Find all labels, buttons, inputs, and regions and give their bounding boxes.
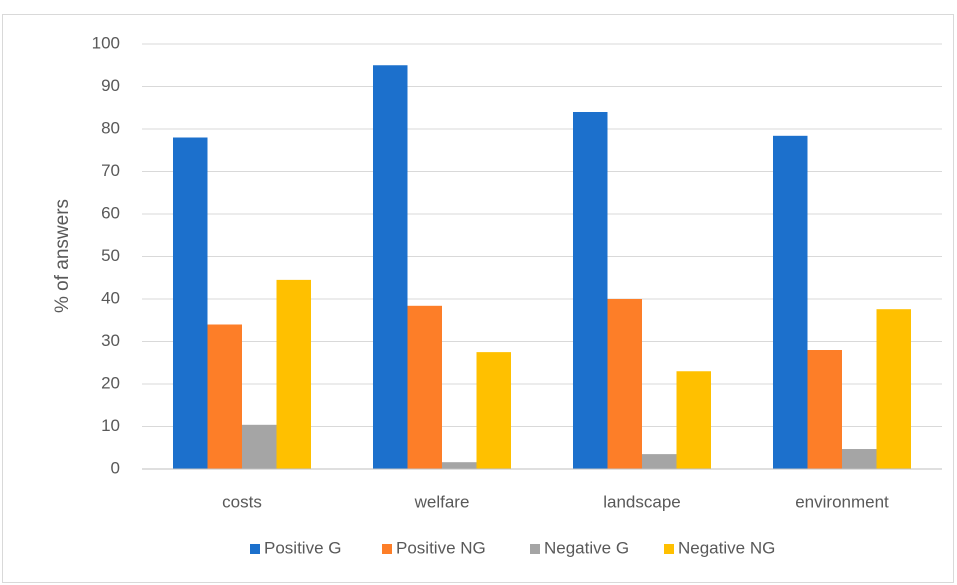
- bar: [207, 324, 242, 469]
- bar: [773, 135, 808, 470]
- bar: [407, 305, 442, 469]
- x-tick-label: landscape: [603, 492, 681, 511]
- legend-label: Negative NG: [678, 538, 775, 557]
- bar: [573, 112, 608, 469]
- bar: [373, 65, 408, 469]
- legend-label: Negative G: [544, 538, 629, 557]
- bar: [476, 352, 511, 469]
- y-tick-label: 0: [111, 458, 120, 477]
- bar: [676, 371, 711, 469]
- y-tick-label: 80: [101, 118, 120, 137]
- y-tick-label: 30: [101, 331, 120, 350]
- legend-swatch: [664, 544, 674, 554]
- x-tick-label: environment: [795, 492, 889, 511]
- legend-swatch: [382, 544, 392, 554]
- x-tick-label: welfare: [414, 492, 470, 511]
- bar: [242, 424, 277, 469]
- y-tick-label: 50: [101, 246, 120, 265]
- y-tick-label: 40: [101, 288, 120, 307]
- y-axis-label: % of answers: [52, 199, 73, 313]
- y-tick-label: 90: [101, 76, 120, 95]
- bar: [876, 309, 911, 469]
- y-tick-label: 100: [92, 33, 120, 52]
- bar: [807, 350, 842, 469]
- y-tick-label: 20: [101, 373, 120, 392]
- bar: [607, 299, 642, 469]
- bar: [842, 449, 877, 469]
- bar: [442, 462, 477, 469]
- bar: [276, 279, 311, 469]
- legend-swatch: [250, 544, 260, 554]
- bar: [642, 454, 677, 469]
- y-tick-label: 10: [101, 416, 120, 435]
- legend-swatch: [530, 544, 540, 554]
- x-tick-label: costs: [222, 492, 262, 511]
- legend-label: Positive G: [264, 538, 341, 557]
- y-tick-label: 70: [101, 161, 120, 180]
- legend-label: Positive NG: [396, 538, 486, 557]
- bar: [173, 137, 208, 469]
- y-tick-label: 60: [101, 203, 120, 222]
